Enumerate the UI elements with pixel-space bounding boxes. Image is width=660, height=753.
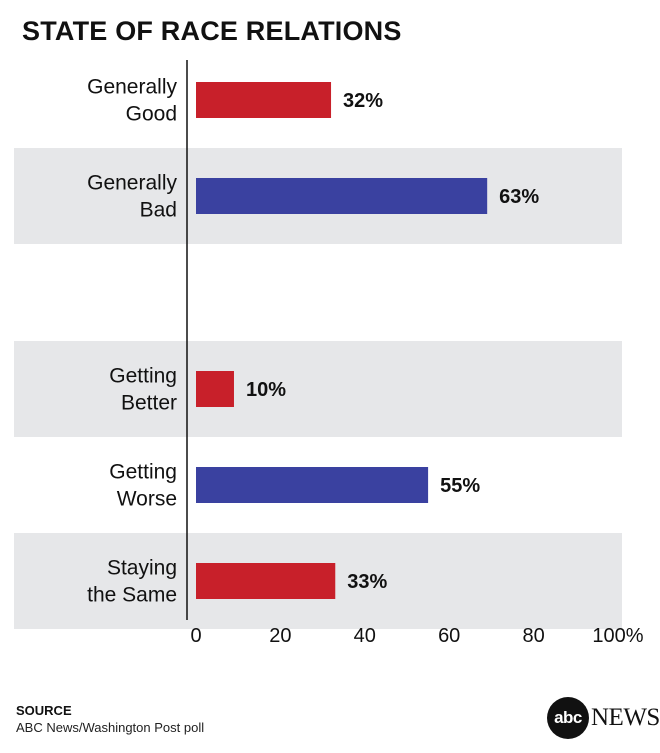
bar-value-label: 32% <box>343 90 383 112</box>
bar <box>196 467 429 503</box>
x-tick-label: 60 <box>438 625 460 647</box>
bar-value-label: 63% <box>499 186 539 208</box>
abc-news-logo: abc NEWS <box>547 697 660 739</box>
logo-wordmark: NEWS <box>591 704 660 731</box>
x-tick-label: 20 <box>269 625 291 647</box>
category-label: Generally <box>87 172 177 195</box>
source-label: SOURCE <box>16 703 72 718</box>
bar-chart: 32% Generally Good 63% Generally Bad 10% Gettin… <box>14 60 644 647</box>
bar-value-label: 33% <box>347 571 387 593</box>
category-label: Staying <box>107 557 177 580</box>
x-tick-label: 80 <box>522 625 544 647</box>
source-text: ABC News/Washington Post poll <box>16 720 205 735</box>
bar <box>196 178 488 214</box>
category-label: Getting <box>109 461 177 484</box>
x-tick-label: 0 <box>190 625 201 647</box>
category-label: Generally <box>87 76 177 99</box>
bar-value-label: 10% <box>246 379 286 401</box>
chart-title: STATE OF RACE RELATIONS <box>22 16 402 46</box>
category-label: Getting <box>109 365 177 388</box>
abc-logo-icon: abc <box>547 697 589 739</box>
category-label: Good <box>126 103 177 126</box>
bar <box>196 82 332 118</box>
x-tick-label: 100% <box>592 625 643 647</box>
x-tick-label: 40 <box>354 625 376 647</box>
category-label: the Same <box>87 584 177 607</box>
bar <box>196 563 336 599</box>
row-band <box>14 341 622 437</box>
bar-value-label: 55% <box>440 475 480 497</box>
category-label: Bad <box>140 199 177 222</box>
bar <box>196 371 234 407</box>
category-label: Better <box>121 392 177 415</box>
category-label: Worse <box>117 488 177 511</box>
